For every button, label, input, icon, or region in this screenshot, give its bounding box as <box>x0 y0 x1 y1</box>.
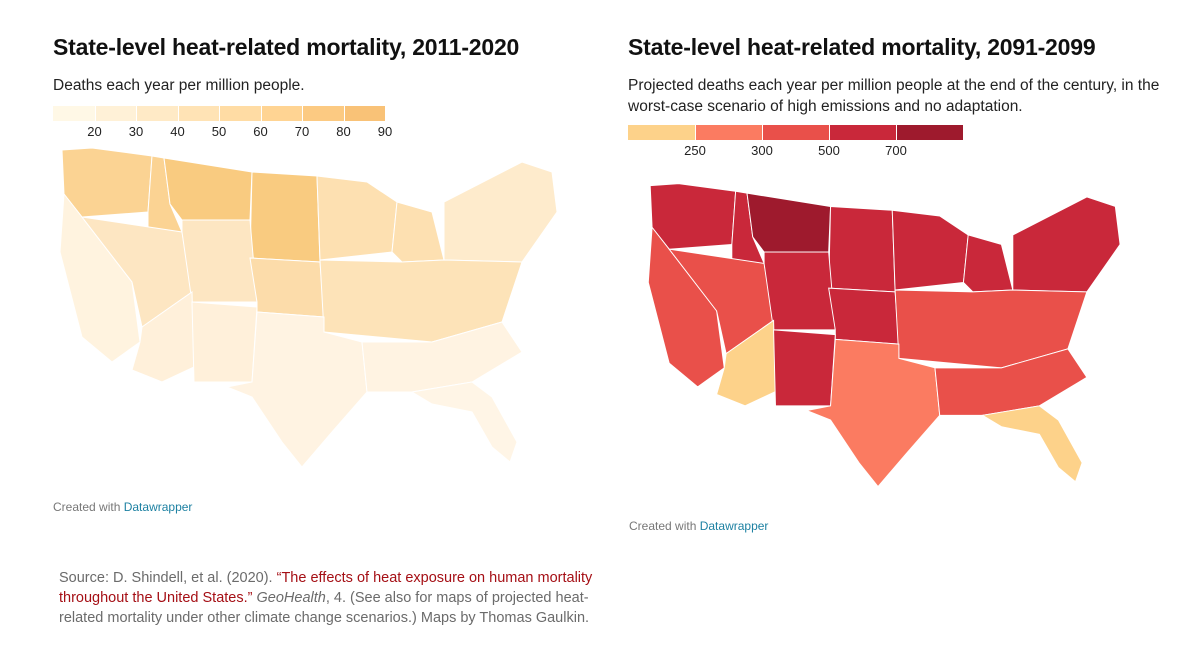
legend-swatch <box>219 106 261 121</box>
legend-tick-label: 30 <box>128 124 144 139</box>
legend-tick-label: 60 <box>253 124 268 139</box>
legend-tick-label: 20 <box>87 124 102 139</box>
source-prefix: Source: D. Shindell, et al. (2020). <box>59 570 273 586</box>
legend-tick-label: 40 <box>170 124 185 139</box>
legend-swatch <box>302 106 344 121</box>
right-map-title: State-level heat-related mortality, 2091… <box>628 34 1096 60</box>
region-nd-sd <box>828 205 896 293</box>
legend-swatch <box>136 106 178 121</box>
legend-tick-label: 80 <box>336 124 351 139</box>
right-map-panel: State-level heat-related mortality, 2091… <box>628 34 1173 158</box>
legend-tick-label: 300 <box>751 143 773 158</box>
region-nm <box>191 301 258 383</box>
right-legend-bar <box>628 125 1173 140</box>
left-map-panel: State-level heat-related mortality, 2011… <box>53 34 593 139</box>
left-us-map-svg <box>59 147 558 468</box>
region-mi <box>391 201 445 263</box>
legend-swatch <box>177 106 219 121</box>
legend-swatch <box>94 106 136 121</box>
region-south <box>934 348 1088 416</box>
legend-swatch <box>53 106 95 121</box>
legend-tick-label: 50 <box>211 124 227 139</box>
left-us-map <box>52 142 592 477</box>
source-suffix: , 4. (See also for maps of projected hea… <box>59 590 590 626</box>
left-legend-bar <box>53 106 593 121</box>
region-ny-ne <box>443 161 558 263</box>
legend-tick-label: 700 <box>885 143 907 158</box>
region-wa-or <box>61 147 153 218</box>
source-article-link[interactable]: “The effects of heat exposure on human m… <box>59 570 593 606</box>
left-map-legend: 20 30 40 50 60 70 80 90 <box>53 106 593 139</box>
left-credit: Created with Datawrapper <box>53 500 192 514</box>
legend-swatch <box>628 125 695 140</box>
region-fl-ga <box>410 381 518 463</box>
right-credit-prefix: Created with <box>629 519 697 533</box>
region-wa-or <box>649 183 737 250</box>
legend-swatch <box>343 106 385 121</box>
region-nd-sd <box>249 171 321 263</box>
left-map-title: State-level heat-related mortality, 2011… <box>53 34 520 60</box>
region-mi <box>962 234 1014 293</box>
legend-swatch <box>896 125 963 140</box>
legend-tick-label: 70 <box>294 124 310 139</box>
right-datawrapper-link[interactable]: Datawrapper <box>699 519 769 533</box>
region-mn-wi <box>316 175 398 261</box>
region-montana <box>746 192 832 253</box>
region-tx-ok <box>805 338 941 488</box>
region-tx-ok <box>225 311 368 468</box>
left-datawrapper-link[interactable]: Datawrapper <box>123 500 193 514</box>
region-wy-co <box>181 219 258 303</box>
left-map-subtitle: Deaths each year per million people. <box>53 77 305 94</box>
region-fl-ga <box>981 405 1083 483</box>
region-nm <box>773 329 836 407</box>
right-map-subtitle: Projected deaths each year per million p… <box>628 77 1160 115</box>
legend-swatch <box>762 125 829 140</box>
right-credit: Created with Datawrapper <box>629 519 768 533</box>
region-south <box>361 321 523 393</box>
region-mn-wi <box>891 209 969 291</box>
right-us-map <box>627 178 1167 496</box>
source-note: Source: D. Shindell, et al. (2020). “The… <box>59 568 599 628</box>
legend-swatch <box>260 106 302 121</box>
right-map-legend: 250 300 500 700 <box>628 125 1173 158</box>
legend-tick-label: 250 <box>684 143 706 158</box>
legend-swatch <box>829 125 896 140</box>
region-mid <box>894 289 1088 369</box>
region-wy-co <box>763 251 836 331</box>
region-montana <box>163 157 253 221</box>
region-mid <box>319 259 523 343</box>
source-journal: GeoHealth <box>256 590 326 606</box>
region-ny-ne <box>1012 196 1121 293</box>
legend-tick-label: 90 <box>377 124 393 139</box>
region-ks-ne <box>249 257 325 318</box>
region-ks-ne <box>828 287 900 345</box>
right-us-map-svg <box>647 183 1121 488</box>
legend-tick-label: 500 <box>818 143 840 158</box>
left-credit-prefix: Created with <box>53 500 121 514</box>
legend-swatch <box>695 125 762 140</box>
